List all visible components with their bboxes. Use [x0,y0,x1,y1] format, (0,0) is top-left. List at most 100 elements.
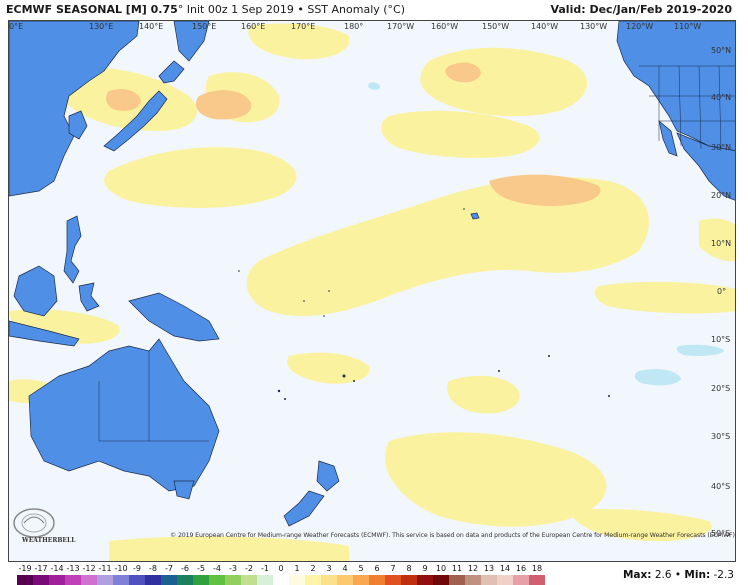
legend-tick-label: -12 [82,564,96,573]
legend-tick-label: 6 [374,564,380,573]
warm-anomaly-areas [9,23,735,561]
legend-tick-label: -8 [149,564,157,573]
legend-tick-label: -11 [98,564,112,573]
lat-label: 50°S [711,529,731,538]
legend-tick-label: -1 [261,564,269,573]
lon-label: 160°E [241,22,266,31]
legend-tick-label: -3 [229,564,237,573]
legend-tick-label: 0 [278,564,284,573]
stats-separator: • [674,569,682,581]
valid-label: Valid: [550,3,586,16]
legend-swatch [449,575,465,585]
legend-tick-label: -7 [165,564,173,573]
header: ECMWF SEASONAL [M] 0.75° Init 00z 1 Sep … [0,0,748,20]
legend-swatch [81,575,97,585]
legend-tick-label: -13 [66,564,80,573]
legend-tick-label: -6 [181,564,189,573]
legend-tick-label: -17 [34,564,48,573]
lat-label: 40°S [711,482,731,491]
land-masses [9,21,735,527]
legend-swatch [241,575,257,585]
weatherbell-logo-icon [13,508,55,538]
lon-label: 140°W [531,22,559,31]
lat-label: 20°N [711,191,732,200]
lon-label: 150°W [482,22,510,31]
legend-swatch [481,575,497,585]
lon-label: 160°W [431,22,459,31]
lon-label: 120°W [626,22,654,31]
map-canvas [9,21,735,561]
min-value: -2.3 [713,569,735,581]
legend-tick-label: 7 [390,564,396,573]
legend-swatch [401,575,417,585]
legend-tick-label: -10 [114,564,128,573]
legend-swatch [113,575,129,585]
max-min-stats: Max: 2.6 • Min: -2.3 [623,569,734,581]
lat-label: 30°N [711,143,732,152]
legend-swatch [97,575,113,585]
lon-label: 140°E [139,22,164,31]
legend-swatch [129,575,145,585]
legend-tick-label: 9 [422,564,428,573]
legend-tick-label: 13 [483,564,495,573]
legend-swatch [49,575,65,585]
legend-tick-label: 14 [499,564,511,573]
legend-color-bar [17,575,545,585]
legend-swatch [385,575,401,585]
lon-label: 170°W [387,22,415,31]
lat-label: 30°S [711,432,731,441]
legend-swatch [17,575,33,585]
model-name: ECMWF SEASONAL [M] 0.75 [6,3,178,16]
legend-swatch [257,575,273,585]
legend-swatch [289,575,305,585]
legend-swatch [369,575,385,585]
legend-tick-label: -2 [245,564,253,573]
legend-swatch [321,575,337,585]
legend-swatch [33,575,49,585]
legend-swatch [193,575,209,585]
legend-tick-label: 11 [451,564,463,573]
legend-tick-label: -19 [18,564,32,573]
legend-tick-label: 5 [358,564,364,573]
legend-tick-label: 4 [342,564,348,573]
legend-swatch [273,575,289,585]
legend-tick-label: -4 [213,564,221,573]
init-time: Init 00z 1 Sep 2019 [186,3,294,16]
legend-swatch [433,575,449,585]
legend-swatch [513,575,529,585]
lon-label: 0°E [9,22,24,31]
cool-anomaly-areas [368,82,724,386]
legend-tick-label: 12 [467,564,479,573]
lat-label: 40°N [711,93,732,102]
lon-label: 170°E [291,22,316,31]
legend-swatch [417,575,433,585]
color-legend: -19 -17 -14 -13 -12 -11 -10 -9 -8 -7 -6 -5 -4 -3 -2 -1 0… [0,563,748,585]
lat-label: 0° [717,287,727,296]
legend-tick-label: 8 [406,564,412,573]
legend-tick-label: -14 [50,564,64,573]
copyright-notice: © 2019 European Centre for Medium-range … [170,532,737,539]
legend-tick-label: 16 [515,564,527,573]
max-value: 2.6 [654,569,672,581]
legend-swatch [177,575,193,585]
legend-swatch [465,575,481,585]
valid-period: Valid: Dec/Jan/Feb 2019-2020 [550,3,732,16]
lat-label: 20°S [711,384,731,393]
legend-tick-label: 3 [326,564,332,573]
political-borders [98,65,735,442]
legend-tick-label: 2 [310,564,316,573]
lat-label: 50°N [711,46,732,55]
legend-tick-label: 1 [294,564,300,573]
lon-label: 110°W [674,22,702,31]
legend-swatch [305,575,321,585]
legend-swatch [529,575,545,585]
legend-swatch [353,575,369,585]
valid-value: Dec/Jan/Feb 2019-2020 [589,3,732,16]
lat-label: 10°N [711,239,732,248]
lon-label: 150°E [192,22,217,31]
small-islands [238,208,610,400]
legend-swatch [225,575,241,585]
lat-label: 10°S [711,335,731,344]
lon-label: 180° [344,22,364,31]
lon-label: 130°W [580,22,608,31]
